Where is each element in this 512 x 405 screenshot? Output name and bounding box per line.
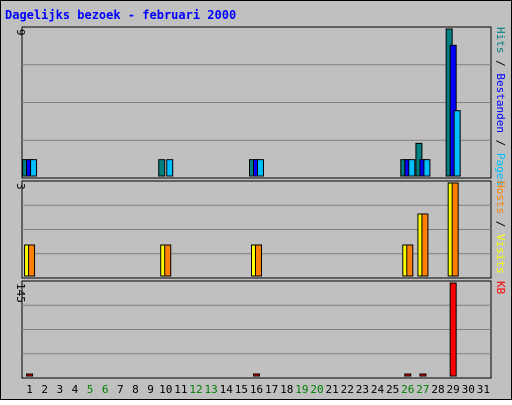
- legend-entry: Bestanden: [494, 73, 507, 133]
- x-tick-label-10: 10: [159, 383, 172, 396]
- x-tick-label-4: 4: [72, 383, 79, 396]
- x-tick-label-1: 1: [26, 383, 33, 396]
- bar-kb-day-16: [253, 373, 260, 377]
- x-tick-label-13: 13: [204, 383, 217, 396]
- legend-entry: KB: [494, 281, 507, 295]
- bar-hosts-day-26: [406, 244, 414, 277]
- bar-pages-day-16: [257, 159, 264, 177]
- panels-layer: 9 Hits / Bestanden / Pages 3 Hosts / Visits…: [14, 26, 507, 379]
- x-axis: 1 2 3 4 5 6 7 8 9 10 11 12 13 14 15 16 17 18 19 20 21 22 23 24 2…: [26, 383, 490, 396]
- bar-pages-day-26: [408, 159, 416, 177]
- bar-hosts-day-16: [255, 244, 262, 277]
- bar-hosts-day-10: [164, 244, 172, 277]
- x-tick-label-27: 27: [416, 383, 429, 396]
- x-tick-label-30: 30: [462, 383, 475, 396]
- bar-kb-day-26: [404, 373, 412, 377]
- panel-legend: Hosts / Visits: [494, 181, 507, 274]
- panel-legend: KB: [494, 281, 507, 295]
- y-max-label: 9: [14, 29, 27, 36]
- x-tick-label-23: 23: [356, 383, 369, 396]
- bar-kb-day-29: [449, 282, 457, 377]
- bar-aanvragen-day-10: [158, 159, 166, 177]
- y-max-label: 3: [14, 183, 27, 190]
- bar-kb-day-1: [26, 373, 34, 377]
- x-tick-label-24: 24: [371, 383, 385, 396]
- x-tick-label-18: 18: [280, 383, 293, 396]
- x-tick-label-2: 2: [41, 383, 48, 396]
- x-tick-label-11: 11: [174, 383, 187, 396]
- x-tick-label-21: 21: [326, 383, 339, 396]
- x-tick-label-5: 5: [87, 383, 94, 396]
- bar-pages-day-1: [30, 159, 38, 177]
- bar-kb-day-27: [419, 373, 427, 377]
- bar-hosts-day-1: [28, 244, 36, 277]
- x-tick-label-26: 26: [401, 383, 414, 396]
- legend-entry: /: [494, 133, 507, 153]
- bar-hosts-day-27: [421, 213, 429, 277]
- bar-pages-day-27: [423, 159, 431, 177]
- y-max-label: 145: [14, 283, 27, 303]
- legend-entry: /: [494, 214, 507, 234]
- x-tick-label-29: 29: [447, 383, 460, 396]
- x-tick-label-6: 6: [102, 383, 109, 396]
- bar-pages-day-29: [453, 110, 461, 177]
- chart-panel-3: 145 KB: [14, 280, 507, 379]
- x-tick-label-14: 14: [220, 383, 234, 396]
- x-tick-label-7: 7: [117, 383, 124, 396]
- x-tick-label-20: 20: [310, 383, 323, 396]
- x-tick-label-31: 31: [477, 383, 490, 396]
- x-tick-label-17: 17: [265, 383, 278, 396]
- x-tick-label-12: 12: [189, 383, 202, 396]
- x-tick-label-28: 28: [431, 383, 444, 396]
- x-tick-label-3: 3: [57, 383, 64, 396]
- bar-hosts-day-29: [451, 182, 459, 277]
- bar-pages-day-10: [166, 159, 174, 177]
- legend-entry: Pages: [494, 153, 507, 186]
- chart-panel-1: 9 Hits / Bestanden / Pages: [14, 26, 507, 186]
- x-tick-label-25: 25: [386, 383, 399, 396]
- legend-entry: Hits: [494, 27, 507, 54]
- chart-panel-2: 3 Hosts / Visits: [14, 180, 507, 279]
- x-tick-label-16: 16: [250, 383, 263, 396]
- legend-entry: Hosts: [494, 181, 507, 214]
- panel-legend: Hits / Bestanden / Pages: [494, 27, 507, 186]
- x-tick-label-8: 8: [132, 383, 139, 396]
- x-tick-label-22: 22: [341, 383, 354, 396]
- chart-title: Dagelijks bezoek - februari 2000: [5, 8, 236, 22]
- legend-entry: Visits: [494, 234, 507, 274]
- x-tick-label-9: 9: [147, 383, 154, 396]
- x-tick-label-15: 15: [235, 383, 248, 396]
- x-tick-label-19: 19: [295, 383, 308, 396]
- legend-entry: /: [494, 54, 507, 74]
